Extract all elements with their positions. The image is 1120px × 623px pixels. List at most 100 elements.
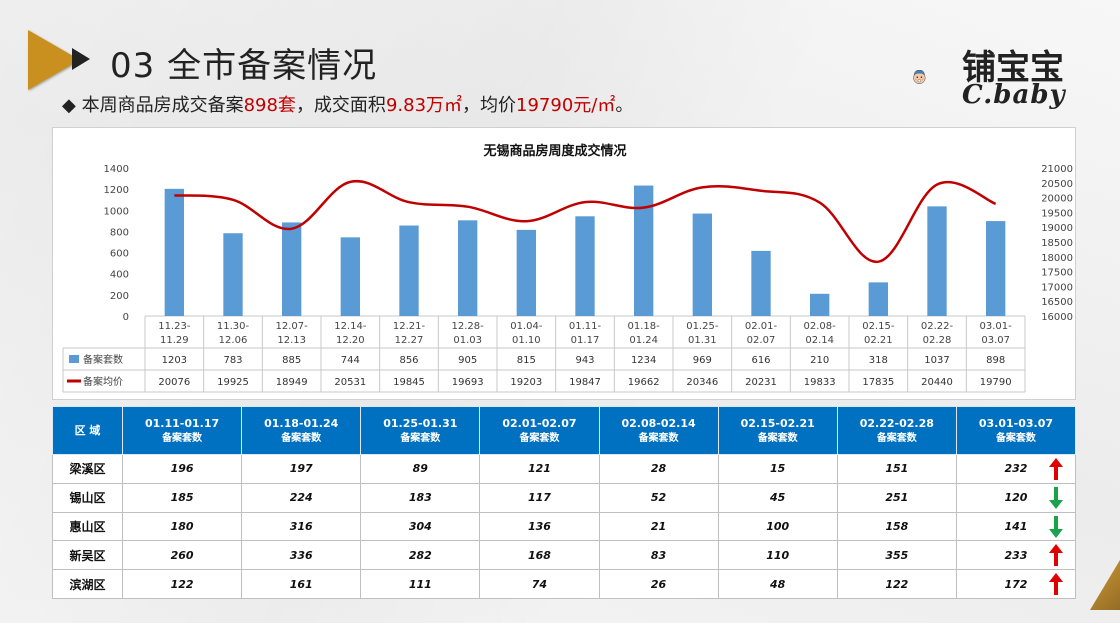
week-range: 03.01-03.07 <box>978 416 1054 430</box>
x-tick-label: 12.07- <box>276 321 309 332</box>
region-value: 26 <box>598 569 719 599</box>
x-tick-label: 02.21 <box>864 335 893 346</box>
arrow-down-icon <box>1049 486 1063 509</box>
bar-value-label: 815 <box>517 355 536 366</box>
page-subtitle: ◆ 本周商品房成交备案898套，成交面积9.83万㎡，均价19790元/㎡。 <box>62 91 633 117</box>
x-tick-label: 01.03 <box>453 335 482 346</box>
week-header-2: 01.25-01.31 备案套数 <box>360 406 481 455</box>
x-tick-label: 01.04- <box>510 321 543 332</box>
week-header-3: 02.01-02.07 备案套数 <box>479 406 600 455</box>
legend-bar-key <box>69 355 79 363</box>
logo-subtext: C.baby <box>962 80 1066 110</box>
region-value: 74 <box>479 569 600 599</box>
y-right-tick-label: 18000 <box>1041 253 1073 264</box>
week-label: 备案套数 <box>876 432 917 444</box>
subtitle-mid1: ，成交面积 <box>295 95 386 116</box>
week-header-5: 02.15-02.21 备案套数 <box>717 406 838 455</box>
x-tick-label: 02.14 <box>805 335 834 346</box>
legend-line-label: 备案均价 <box>83 375 123 388</box>
region-value: 260 <box>121 540 243 571</box>
region-name: 梁溪区 <box>52 454 123 484</box>
bar-value-label: 1037 <box>924 355 949 366</box>
y-left-tick-label: 1200 <box>104 185 129 196</box>
chart-title: 无锡商品房周度成交情况 <box>482 143 626 159</box>
region-value: 304 <box>360 511 481 542</box>
x-tick-label: 12.14- <box>334 321 367 332</box>
week-header-0: 01.11-01.17 备案套数 <box>121 406 243 455</box>
arrow-down-icon <box>1049 515 1063 538</box>
price-value-label: 20231 <box>745 377 777 388</box>
region-value: 355 <box>836 540 957 571</box>
bar-7 <box>575 216 595 316</box>
bar-0 <box>164 188 185 316</box>
week-range: 02.01-02.07 <box>502 416 577 430</box>
y-left-tick-label: 600 <box>110 249 129 260</box>
region-name: 惠山区 <box>52 511 123 542</box>
bar-value-label: 885 <box>282 355 301 366</box>
x-tick-label: 02.01- <box>745 321 778 332</box>
region-value: 197 <box>241 454 362 484</box>
bar-value-label: 856 <box>399 355 418 366</box>
bar-value-label: 898 <box>986 355 1005 366</box>
region-value: 316 <box>241 511 362 542</box>
x-tick-label: 01.31 <box>688 335 717 346</box>
y-right-tick-label: 19500 <box>1041 208 1073 219</box>
arrow-up-icon <box>1049 544 1063 567</box>
x-tick-label: 12.27 <box>395 335 424 346</box>
y-left-tick-label: 400 <box>110 270 129 281</box>
bar-value-label: 783 <box>223 355 242 366</box>
x-tick-label: 01.25- <box>686 321 719 332</box>
region-value: 83 <box>598 540 719 571</box>
x-tick-label: 12.13 <box>277 335 306 346</box>
week-label: 备案套数 <box>281 432 322 444</box>
price-value-label: 20346 <box>686 377 718 388</box>
bar-value-label: 969 <box>693 355 712 366</box>
price-value-label: 19845 <box>393 377 425 388</box>
region-value: 282 <box>360 540 481 571</box>
x-tick-label: 11.30- <box>217 321 250 332</box>
price-value-label: 19203 <box>510 377 542 388</box>
region-value: 110 <box>717 540 838 571</box>
subtitle-price: 19790元/㎡ <box>516 95 616 116</box>
y-right-tick-label: 20500 <box>1041 179 1073 190</box>
region-value: 117 <box>479 482 600 513</box>
bar-6 <box>516 229 537 316</box>
baby-mascot-icon <box>913 70 926 84</box>
table-row: 滨湖区 122 161 111 74 26 48 122 172 <box>52 569 1077 599</box>
region-value: 122 <box>121 569 243 599</box>
week-label: 备案套数 <box>638 432 679 444</box>
price-value-label: 19693 <box>452 377 484 388</box>
bar-3 <box>340 237 361 316</box>
x-tick-label: 02.07 <box>747 335 776 346</box>
subtitle-area: 9.83万㎡ <box>385 95 463 116</box>
region-value: 233 <box>955 540 1077 571</box>
x-tick-label: 12.28- <box>452 321 485 332</box>
weekly-chart-panel: 无锡商品房周度成交情况 0 200 400 600 800 1000 1200 1400 1600… <box>52 127 1076 400</box>
price-value-label: 18949 <box>276 377 308 388</box>
bar-value-label: 943 <box>575 355 594 366</box>
price-value-label: 17835 <box>862 377 894 388</box>
price-value-label: 20440 <box>921 377 953 388</box>
region-value: 15 <box>717 454 838 484</box>
region-value: 161 <box>241 569 362 599</box>
table-row: 惠山区 180 316 304 136 21 100 158 141 <box>52 511 1077 542</box>
y-right-tick-label: 17000 <box>1041 282 1073 293</box>
page-title: 03 全市备案情况 <box>110 46 378 86</box>
price-value-label: 19847 <box>569 377 601 388</box>
y-right-tick-label: 20000 <box>1041 194 1073 205</box>
week-range: 01.11-01.17 <box>144 416 220 430</box>
y-right-tick-label: 18500 <box>1041 238 1073 249</box>
region-value: 111 <box>360 569 481 599</box>
table-row: 锡山区 185 224 183 117 52 45 251 120 <box>52 482 1077 513</box>
bar-1 <box>223 233 243 316</box>
x-tick-label: 02.08- <box>804 321 837 332</box>
region-value: 120 <box>955 482 1077 513</box>
bar-value-label: 1234 <box>631 355 656 366</box>
bar-value-label: 1203 <box>162 355 187 366</box>
y-left-tick-label: 200 <box>110 291 129 302</box>
x-tick-label: 11.23- <box>158 321 191 332</box>
price-value-label: 19662 <box>628 377 660 388</box>
subtitle-prefix: 本周商品房成交备案 <box>75 95 244 116</box>
y-left-tick-label: 800 <box>110 227 129 238</box>
week-range: 01.18-01.24 <box>264 416 339 430</box>
